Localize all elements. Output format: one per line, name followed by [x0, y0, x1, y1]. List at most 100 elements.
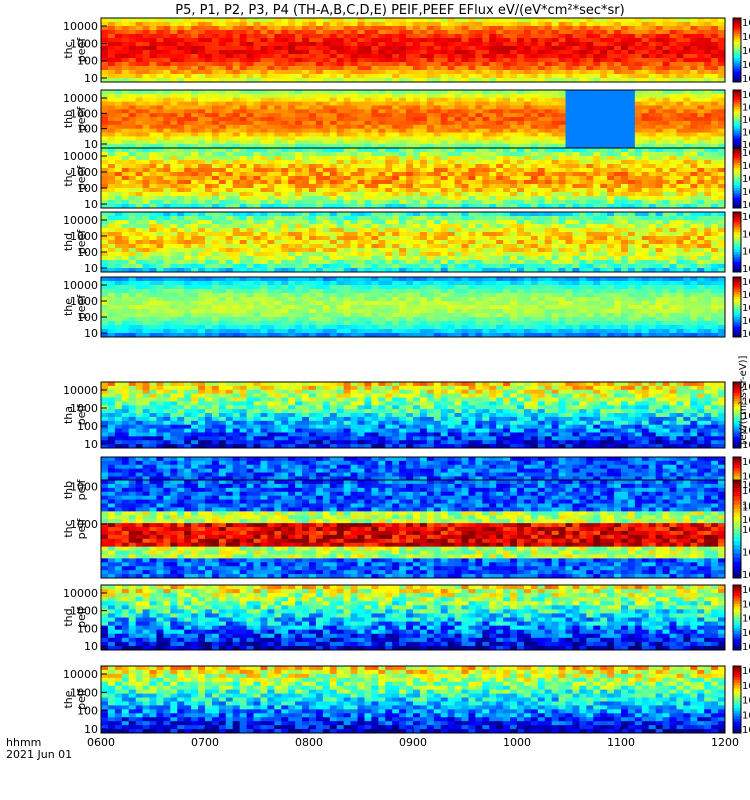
- heatmap-cell: [218, 152, 227, 157]
- heatmap-cell: [641, 132, 650, 137]
- heatmap-cell: [267, 252, 275, 257]
- heatmap-cell: [406, 156, 414, 161]
- heatmap-cell: [315, 240, 324, 245]
- heatmap-cell: [211, 18, 220, 23]
- heatmap-cell: [163, 180, 171, 185]
- heatmap-cell: [572, 144, 580, 149]
- heatmap-cell: [246, 18, 254, 23]
- heatmap-cell: [128, 192, 137, 197]
- heatmap-cell: [475, 50, 483, 55]
- heatmap-cell: [579, 140, 587, 145]
- heatmap-cell: [711, 74, 719, 79]
- heatmap-cell: [267, 132, 275, 137]
- heatmap-cell: [718, 70, 726, 75]
- heatmap-cell: [503, 176, 511, 181]
- heatmap-cell: [440, 66, 449, 71]
- heatmap-cell: [288, 240, 296, 245]
- heatmap-cell: [523, 18, 532, 23]
- heatmap-cell: [274, 248, 282, 253]
- heatmap-cell: [378, 70, 386, 75]
- heatmap-cell: [315, 216, 324, 221]
- heatmap-cell: [634, 184, 643, 189]
- heatmap-cell: [537, 124, 546, 130]
- heatmap-cell: [267, 232, 275, 237]
- heatmap-cell: [191, 109, 199, 114]
- heatmap-cell: [530, 74, 539, 79]
- heatmap-cell: [537, 184, 546, 189]
- heatmap-cell: [128, 62, 137, 67]
- heatmap-cell: [433, 113, 442, 118]
- heatmap-cell: [274, 152, 282, 157]
- heatmap-cell: [184, 22, 192, 27]
- heatmap-cell: [198, 268, 206, 273]
- heatmap-cell: [288, 172, 296, 177]
- heatmap-cell: [135, 132, 143, 137]
- heatmap-cell: [378, 74, 386, 79]
- heatmap-cell: [107, 18, 116, 23]
- heatmap-cell: [184, 196, 192, 201]
- heatmap-cell: [302, 42, 310, 47]
- heatmap-cell: [198, 152, 206, 157]
- heatmap-cell: [426, 268, 435, 273]
- heatmap-cell: [440, 164, 449, 169]
- heatmap-cell: [274, 156, 282, 161]
- heatmap-cell: [419, 50, 428, 55]
- heatmap-cell: [232, 236, 241, 241]
- heatmap-cell: [218, 236, 227, 241]
- heatmap-cell: [385, 204, 393, 209]
- heatmap-cell: [371, 152, 379, 157]
- heatmap-cell: [537, 140, 546, 145]
- heatmap-cell: [419, 42, 428, 47]
- heatmap-cell: [205, 220, 213, 225]
- heatmap-cell: [579, 93, 587, 99]
- heatmap-cell: [385, 192, 393, 197]
- heatmap-cell: [593, 78, 601, 83]
- heatmap-cell: [142, 34, 150, 39]
- heatmap-cell: [537, 160, 546, 165]
- heatmap-cell: [523, 78, 532, 83]
- heatmap-cell: [371, 113, 379, 118]
- heatmap-cell: [558, 26, 566, 31]
- heatmap-cell: [496, 97, 504, 102]
- heatmap-cell: [177, 252, 185, 257]
- heatmap-cell: [537, 200, 546, 205]
- heatmap-cell: [295, 136, 303, 141]
- heatmap-cell: [399, 216, 407, 221]
- heatmap-cell: [648, 74, 657, 79]
- heatmap-cell: [295, 30, 303, 35]
- heatmap-cell: [579, 160, 587, 165]
- heatmap-cell: [614, 192, 622, 197]
- heatmap-cell: [225, 90, 234, 95]
- heatmap-cell: [551, 101, 559, 106]
- heatmap-cell: [426, 97, 435, 102]
- heatmap-cell: [378, 50, 386, 55]
- heatmap-cell: [648, 38, 657, 43]
- heatmap-cell: [565, 54, 573, 59]
- heatmap-cell: [440, 136, 449, 141]
- heatmap-cell: [607, 34, 615, 39]
- heatmap-cell: [419, 136, 428, 141]
- heatmap-cell: [669, 140, 677, 145]
- heatmap-cell: [205, 113, 213, 118]
- heatmap-cell: [198, 172, 206, 177]
- heatmap-cell: [211, 268, 220, 273]
- heatmap-cell: [496, 38, 504, 43]
- heatmap-cell: [163, 160, 171, 165]
- heatmap-cell: [503, 117, 511, 122]
- heatmap-cell: [447, 188, 455, 193]
- heatmap-cell: [302, 192, 310, 197]
- heatmap-cell: [530, 136, 539, 141]
- heatmap-cell: [309, 109, 317, 114]
- heatmap-cell: [309, 38, 317, 43]
- heatmap-cell: [517, 124, 525, 130]
- heatmap-cell: [142, 128, 150, 133]
- heatmap-cell: [114, 26, 123, 31]
- heatmap-cell: [322, 260, 331, 265]
- heatmap-cell: [586, 62, 594, 67]
- heatmap-cell: [413, 172, 421, 177]
- heatmap-cell: [101, 18, 109, 23]
- heatmap-cell: [288, 117, 296, 122]
- heatmap-cell: [634, 117, 643, 122]
- heatmap-cell: [288, 212, 296, 217]
- heatmap-cell: [357, 136, 365, 141]
